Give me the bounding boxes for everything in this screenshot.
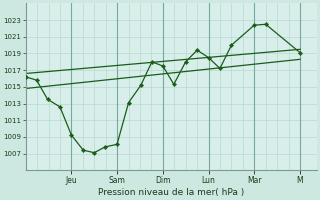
X-axis label: Pression niveau de la mer( hPa ): Pression niveau de la mer( hPa ): [98, 188, 244, 197]
